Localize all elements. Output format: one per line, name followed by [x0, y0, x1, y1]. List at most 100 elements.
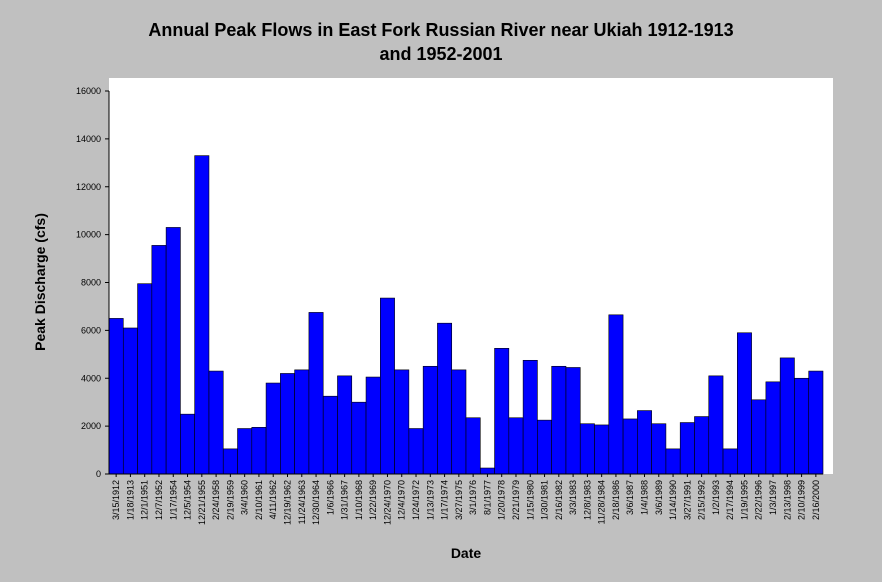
x-tick-label: 12/1/1951 [140, 480, 150, 520]
bar [422, 365, 438, 475]
bar [165, 227, 181, 475]
x-tick-label: 3/6/1989 [654, 480, 664, 515]
x-tick-label: 3/27/1991 [682, 480, 692, 520]
x-tick-label: 4/11/1962 [268, 480, 278, 519]
x-tick-label: 1/24/1972 [411, 480, 421, 520]
bar [222, 448, 238, 475]
bar [522, 359, 538, 475]
x-tick-label: 12/5/1954 [183, 480, 193, 520]
bar [608, 314, 624, 475]
x-axis-label: Date [451, 545, 482, 561]
bar [137, 283, 153, 475]
bar [508, 417, 524, 475]
y-tick-label: 8000 [81, 278, 101, 288]
bar [708, 375, 724, 475]
x-tick-label: 1/20/1978 [497, 480, 507, 520]
x-tick-label: 1/3/1997 [768, 480, 778, 515]
y-tick-label: 0 [96, 469, 101, 479]
bar [394, 369, 410, 475]
bar [265, 382, 281, 475]
bar [765, 381, 781, 475]
x-axis: 3/15/1912 1/18/1913 12/1/1951 12/7/1952 1/17… [109, 473, 823, 525]
bar [108, 318, 124, 475]
bar [437, 322, 453, 475]
x-tick-label: 3/3/1983 [568, 480, 578, 515]
x-tick-label: 3/1/1976 [468, 480, 478, 515]
y-tick-label: 14000 [76, 134, 101, 144]
bar [808, 370, 824, 475]
bar [451, 369, 467, 475]
x-tick-label: 2/18/1986 [611, 480, 621, 520]
x-tick-label: 12/24/1970 [382, 480, 392, 525]
x-tick-label: 3/15/1912 [111, 480, 121, 520]
y-tick-label: 4000 [81, 373, 101, 383]
bar [579, 423, 595, 475]
x-tick-label: 2/16/2000 [811, 480, 821, 520]
x-tick-label: 12/21/1955 [197, 480, 207, 525]
bar [565, 367, 581, 475]
x-tick-label: 12/19/1962 [283, 480, 293, 525]
x-tick-label: 12/7/1952 [154, 480, 164, 520]
bar [779, 357, 795, 475]
bar [794, 377, 810, 475]
x-tick-label: 1/13/1973 [425, 480, 435, 520]
bar [308, 312, 324, 475]
x-tick-label: 2/21/1979 [511, 480, 521, 520]
bar [737, 332, 752, 475]
x-tick-label: 3/27/1975 [454, 480, 464, 520]
bar [180, 413, 195, 475]
bar [151, 245, 167, 475]
bar [622, 418, 638, 475]
bar [351, 401, 367, 475]
x-tick-label: 12/4/1970 [397, 480, 407, 520]
chart-title: Annual Peak Flows in East Fork Russian R… [0, 18, 882, 66]
bars-group [108, 155, 824, 475]
bar [280, 373, 295, 475]
bar [208, 370, 224, 475]
bar [465, 417, 481, 475]
bar [122, 327, 138, 475]
x-tick-label: 11/24/1963 [297, 480, 307, 524]
x-tick-label: 8/1/1977 [482, 480, 492, 515]
x-tick-label: 1/4/1988 [640, 480, 650, 515]
bar [251, 427, 267, 475]
x-tick-label: 1/30/1981 [540, 480, 550, 520]
x-tick-label: 1/31/1967 [340, 480, 350, 520]
x-tick-label: 1/19/1995 [739, 480, 749, 520]
x-tick-label: 2/10/1961 [254, 480, 264, 520]
bar [679, 422, 695, 475]
bar [537, 419, 552, 475]
y-tick-label: 12000 [76, 182, 101, 192]
bar [194, 155, 210, 475]
x-tick-label: 2/10/1999 [797, 480, 807, 520]
x-tick-label: 2/22/1996 [754, 480, 764, 520]
x-tick-label: 1/17/1954 [168, 480, 178, 520]
bar [722, 448, 738, 475]
y-tick-label: 6000 [81, 325, 101, 335]
bar [408, 428, 424, 475]
x-tick-label: 1/14/1990 [668, 480, 678, 520]
x-tick-label: 2/13/1998 [782, 480, 792, 520]
bar [665, 448, 681, 475]
y-tick-label: 2000 [81, 421, 101, 431]
y-tick-label: 10000 [76, 230, 101, 240]
bar [651, 423, 667, 475]
x-tick-label: 1/15/1980 [525, 480, 535, 520]
y-axis-label: Peak Discharge (cfs) [32, 213, 48, 351]
chart-title-line-2: and 1952-2001 [379, 44, 503, 64]
x-tick-label: 3/4/1960 [240, 480, 250, 515]
bar [337, 375, 353, 475]
bar [322, 395, 338, 475]
x-tick-label: 11/28/1984 [597, 480, 607, 524]
x-tick-label: 2/19/1959 [225, 480, 235, 520]
x-tick-label: 1/18/1913 [125, 480, 135, 520]
x-tick-label: 2/15/1992 [697, 480, 707, 520]
x-tick-label: 2/17/1994 [725, 480, 735, 520]
bar [237, 428, 253, 475]
chart-title-line-1: Annual Peak Flows in East Fork Russian R… [148, 20, 734, 40]
bar [694, 416, 710, 475]
bar [380, 297, 395, 475]
y-tick-label: 16000 [76, 86, 101, 96]
x-tick-label: 1/22/1969 [368, 480, 378, 520]
